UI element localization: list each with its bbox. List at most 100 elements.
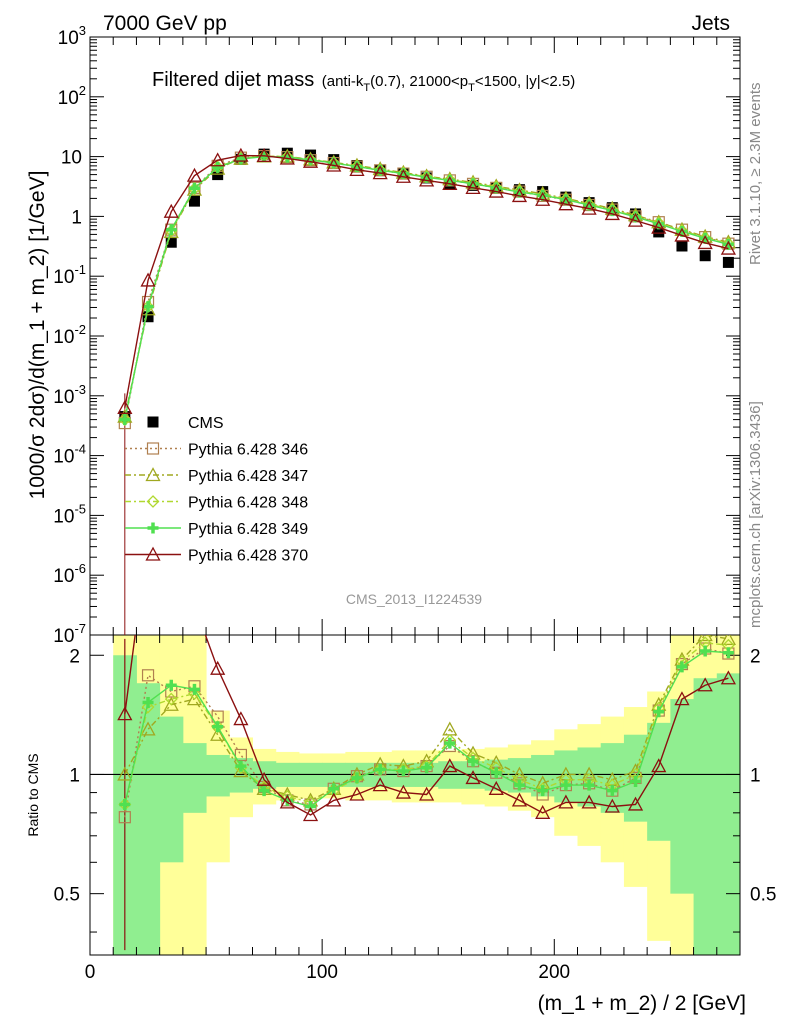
ratio-data-point: [279, 794, 295, 809]
ratio-data-point: [537, 785, 549, 797]
main-y-tick-label: 10: [61, 148, 82, 169]
data-point: [558, 196, 574, 211]
data-point: [676, 240, 688, 252]
series-line: [124, 154, 729, 408]
data-point: [279, 150, 295, 165]
data-point: [117, 399, 133, 414]
ratio-data-point: [421, 762, 433, 774]
main-y-tick-label-base: 10: [58, 88, 79, 109]
ratio-series-group: [117, 635, 736, 951]
legend-marker: [147, 416, 159, 428]
ratio-band-inner-bin: [182, 743, 207, 813]
ratio-band-inner-bin: [716, 673, 741, 955]
analysis-watermark: CMS_2013_I1224539: [346, 591, 482, 607]
main-y-tick-label-exponent: -3: [74, 382, 86, 397]
data-point: [395, 168, 411, 183]
legend-label: CMS: [188, 415, 224, 432]
ratio-series-line: [124, 635, 729, 816]
main-y-tick-label: 10-3: [53, 382, 86, 408]
ratio-data-point: [722, 647, 734, 659]
ratio-data-point: [604, 798, 620, 813]
data-point: [163, 224, 179, 239]
data-point: [581, 200, 597, 215]
legend-marker: [145, 546, 161, 561]
plot-title-sub-b-subscript: T: [468, 82, 475, 94]
data-point: [627, 212, 644, 227]
ratio-data-point: [674, 691, 690, 706]
main-y-tick-label-exponent: -6: [74, 561, 86, 576]
legend-marker: [145, 467, 161, 482]
data-point: [488, 183, 504, 198]
ratio-data-point: [467, 755, 479, 767]
ratio-band-inner-bin: [693, 678, 718, 955]
legend-marker: [146, 495, 160, 508]
data-point: [140, 272, 156, 287]
main-y-tick-label: 10-2: [53, 322, 86, 348]
rivet-version-label: Rivet 3.1.10, ≥ 2.3M events: [747, 83, 764, 266]
x-tick-label: 200: [538, 962, 570, 983]
ratio-data-point: [328, 783, 340, 795]
ratio-data-point: [119, 798, 131, 810]
ratio-data-point: [442, 758, 458, 773]
ratio-data-point: [305, 801, 317, 813]
main-y-tick-label-base: 10: [53, 506, 74, 527]
ratio-data-point: [372, 777, 388, 792]
ratio-data-point: [163, 696, 179, 711]
ratio-data-point: [117, 706, 133, 721]
data-point: [188, 182, 200, 194]
ratio-band-inner-bin: [206, 754, 230, 797]
ratio-data-point: [118, 811, 131, 824]
ratio-band-inner-bin: [577, 747, 602, 807]
main-y-tick-label-base: 10: [58, 28, 79, 49]
ratio-band-inner-bin: [229, 758, 253, 793]
ratio-data-point: [535, 804, 551, 819]
series-cms: [119, 147, 734, 423]
ratio-data-point: [720, 635, 736, 646]
ratio-data-point: [699, 645, 711, 657]
ratio-series-pythia-6-428-370: [117, 635, 736, 822]
data-point: [465, 180, 481, 195]
main-y-tick-label: 102: [58, 83, 86, 109]
series-pythia-6-428-370: [117, 147, 736, 414]
data-point: [511, 188, 528, 203]
ratio-data-point: [351, 772, 363, 784]
ratio-data-point: [676, 661, 688, 673]
legend-label: Pythia 6.428 349: [188, 521, 308, 538]
data-point: [697, 235, 713, 250]
ratio-y-tick-label-right: 2: [750, 646, 761, 667]
ratio-y-tick-label: 0.5: [54, 885, 80, 906]
data-point: [372, 165, 388, 180]
x-tick-label: 0: [85, 962, 96, 983]
data-point: [442, 175, 458, 191]
data-point: [165, 236, 177, 248]
ratio-data-point: [558, 794, 574, 809]
main-y-tick-label-base: 10: [53, 387, 74, 408]
ratio-data-point: [583, 779, 595, 791]
data-point: [188, 195, 200, 207]
ratio-data-point: [606, 785, 618, 797]
ratio-data-point: [117, 766, 133, 781]
ratio-data-point: [560, 779, 572, 791]
main-y-tick-label-exponent: -4: [74, 442, 86, 457]
x-axis-title: (m_1 + m_2) / 2 [GeV]: [538, 992, 746, 1015]
ratio-y-tick-label-right: 0.5: [750, 885, 776, 906]
main-y-tick-label-exponent: 3: [79, 23, 86, 38]
ratio-data-point: [513, 779, 525, 791]
ratio-data-point: [630, 775, 642, 787]
ratio-data-point: [234, 748, 247, 762]
legend-label: Pythia 6.428 348: [188, 495, 308, 512]
ratio-data-point: [302, 807, 319, 822]
data-point: [674, 227, 690, 242]
ratio-y-axis-title: Ratio to CMS: [25, 753, 41, 836]
main-y-tick-label: 10-1: [53, 262, 86, 288]
main-y-tick-label-base: 10: [53, 327, 74, 348]
ratio-data-point: [511, 792, 528, 807]
ratio-data-point: [444, 737, 456, 749]
data-point: [653, 226, 665, 238]
data-point: [142, 301, 154, 313]
ratio-data-point: [235, 760, 247, 772]
main-plot-series: [117, 147, 736, 635]
legend-marker: [146, 442, 160, 455]
legend: CMS Pythia 6.428 346 Pythia 6.428 347 Pythi…: [125, 415, 308, 565]
ratio-band-inner-bin: [136, 683, 161, 955]
